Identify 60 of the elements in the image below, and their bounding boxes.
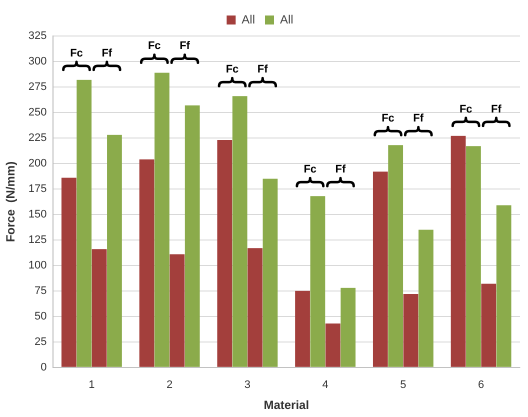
x-tick-label: 2: [166, 379, 173, 392]
bar: [248, 248, 262, 367]
x-tick-label: 4: [322, 379, 328, 392]
bar: [325, 324, 340, 367]
bar: [262, 178, 278, 367]
bar: [184, 105, 200, 367]
bar: [139, 159, 154, 367]
annotation: Fc: [304, 164, 317, 176]
y-tick-label: 150: [28, 208, 47, 220]
annotation: Fc: [382, 112, 394, 125]
bar: [61, 178, 76, 367]
bar: [481, 284, 496, 367]
y-tick-label: 300: [28, 56, 47, 68]
bar: [310, 196, 326, 367]
bar: [217, 140, 232, 367]
y-tick-label: 175: [28, 182, 47, 195]
y-axis-title: Force (N/mm): [4, 161, 18, 242]
y-tick-label: 0: [40, 361, 47, 374]
annotation: Fc: [148, 40, 161, 52]
bar: [340, 288, 356, 367]
y-tick-label: 100: [28, 259, 47, 272]
annotation: Fc: [459, 103, 472, 116]
y-tick-label: 75: [34, 284, 47, 297]
annotation: Ff: [180, 40, 190, 52]
bar: [154, 72, 170, 367]
y-tick-label: 325: [28, 30, 47, 42]
bar: [496, 205, 512, 367]
bar: [372, 172, 388, 367]
annotation: Ff: [413, 112, 424, 125]
x-tick-label: 5: [400, 379, 406, 392]
bar: [466, 146, 481, 367]
bar: [388, 145, 404, 367]
annotation: Ff: [491, 103, 502, 116]
x-tick-label: 1: [88, 379, 95, 392]
bar: [76, 80, 92, 367]
bar: [295, 290, 310, 367]
y-tick-label: 225: [28, 132, 47, 144]
x-tick-label: 6: [478, 379, 484, 392]
bar: [418, 230, 434, 367]
y-tick-label: 250: [28, 106, 47, 119]
bar: [92, 249, 107, 367]
bar: [450, 136, 466, 367]
bar: [403, 294, 418, 367]
annotation: Fc: [226, 64, 239, 76]
bar: [232, 96, 248, 367]
y-tick-label: 125: [28, 234, 47, 246]
y-tick-label: 25: [34, 336, 47, 348]
y-tick-label: 275: [28, 81, 47, 94]
x-axis-title: Material: [264, 398, 310, 412]
y-tick-label: 50: [34, 310, 47, 322]
annotation: Fc: [70, 47, 83, 60]
annotation: Ff: [102, 47, 112, 60]
bar: [107, 134, 122, 367]
y-tick-label: 200: [28, 157, 47, 170]
legend-label: All: [242, 12, 256, 26]
legend-label: All: [280, 12, 294, 26]
x-tick-label: 3: [244, 379, 250, 392]
annotation: Ff: [257, 64, 268, 76]
annotation: Ff: [335, 164, 346, 176]
bar: [170, 254, 185, 367]
